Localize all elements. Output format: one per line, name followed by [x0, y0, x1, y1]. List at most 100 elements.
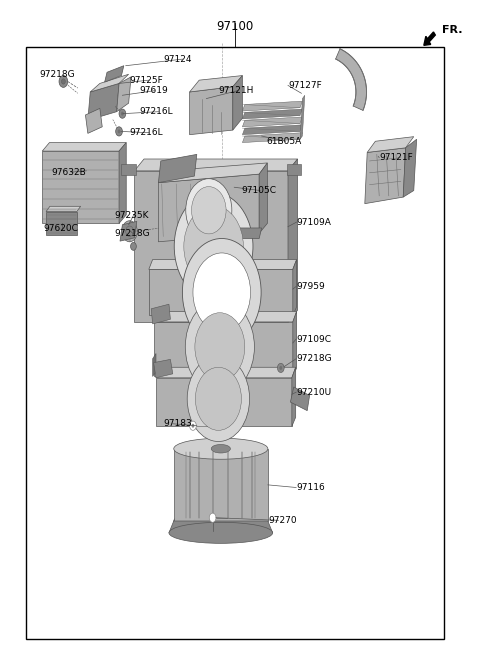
Polygon shape	[154, 311, 297, 322]
Circle shape	[190, 421, 196, 430]
Text: 97183: 97183	[163, 419, 192, 428]
Circle shape	[186, 179, 232, 242]
Ellipse shape	[174, 510, 268, 532]
Polygon shape	[300, 95, 305, 139]
Circle shape	[119, 109, 126, 118]
Polygon shape	[293, 260, 297, 315]
Text: 97100: 97100	[216, 20, 254, 33]
Polygon shape	[259, 163, 267, 233]
Polygon shape	[42, 143, 126, 151]
Bar	[26, 47, 444, 639]
Polygon shape	[190, 87, 233, 135]
Text: 97124: 97124	[163, 55, 192, 64]
Polygon shape	[156, 378, 292, 426]
Ellipse shape	[169, 522, 273, 543]
Polygon shape	[242, 125, 302, 135]
FancyArrow shape	[424, 32, 435, 45]
Polygon shape	[88, 83, 119, 120]
Polygon shape	[149, 260, 297, 269]
Polygon shape	[287, 164, 301, 175]
Polygon shape	[187, 228, 262, 238]
Circle shape	[116, 127, 122, 136]
Text: 97218G: 97218G	[39, 70, 75, 79]
Circle shape	[192, 424, 194, 428]
Circle shape	[184, 206, 243, 287]
Polygon shape	[242, 117, 302, 127]
Polygon shape	[134, 171, 288, 322]
Polygon shape	[365, 148, 406, 204]
Text: 97619: 97619	[139, 86, 168, 95]
Polygon shape	[367, 137, 414, 152]
Polygon shape	[290, 387, 310, 411]
Polygon shape	[121, 164, 136, 175]
Circle shape	[277, 363, 284, 373]
Polygon shape	[293, 311, 297, 376]
Text: FR.: FR.	[442, 24, 462, 35]
Text: 97218G: 97218G	[114, 229, 150, 238]
Polygon shape	[119, 143, 126, 223]
Polygon shape	[120, 221, 137, 241]
Polygon shape	[46, 212, 77, 235]
Polygon shape	[288, 159, 298, 322]
Circle shape	[209, 513, 216, 522]
Polygon shape	[158, 154, 197, 183]
Circle shape	[131, 242, 136, 250]
Text: 97210U: 97210U	[296, 388, 331, 397]
Polygon shape	[46, 206, 81, 212]
Text: 61B05A: 61B05A	[266, 137, 301, 146]
Circle shape	[182, 238, 261, 346]
Polygon shape	[85, 108, 102, 133]
Ellipse shape	[211, 444, 230, 453]
Text: 97218G: 97218G	[296, 354, 332, 363]
Text: 97216L: 97216L	[130, 128, 163, 137]
Circle shape	[187, 356, 250, 442]
Polygon shape	[105, 66, 124, 82]
Polygon shape	[153, 353, 156, 376]
Polygon shape	[336, 49, 367, 110]
Text: 97116: 97116	[296, 483, 325, 492]
Text: 97121H: 97121H	[218, 86, 254, 95]
Text: 97235K: 97235K	[114, 211, 149, 220]
Text: 97632B: 97632B	[52, 168, 86, 177]
Text: 97620C: 97620C	[43, 224, 78, 233]
Polygon shape	[42, 151, 119, 223]
Circle shape	[193, 253, 251, 332]
Polygon shape	[90, 74, 129, 92]
Polygon shape	[117, 77, 131, 112]
Polygon shape	[154, 322, 293, 376]
Circle shape	[121, 112, 124, 116]
Circle shape	[195, 367, 241, 430]
Polygon shape	[242, 101, 302, 111]
Polygon shape	[190, 76, 242, 92]
Circle shape	[195, 313, 245, 381]
Polygon shape	[233, 76, 242, 130]
Polygon shape	[151, 304, 170, 324]
Polygon shape	[242, 109, 302, 119]
Circle shape	[126, 226, 133, 237]
Polygon shape	[292, 367, 296, 426]
Circle shape	[279, 366, 282, 370]
Circle shape	[185, 300, 254, 394]
Circle shape	[122, 221, 137, 242]
Polygon shape	[134, 159, 298, 171]
Circle shape	[59, 76, 68, 87]
Circle shape	[118, 129, 120, 133]
Polygon shape	[156, 367, 296, 378]
Circle shape	[192, 187, 226, 234]
Text: 97959: 97959	[296, 282, 325, 291]
Text: 97270: 97270	[269, 516, 298, 525]
Text: 97125F: 97125F	[130, 76, 163, 85]
Polygon shape	[242, 133, 302, 143]
Polygon shape	[403, 139, 417, 197]
Text: 97127F: 97127F	[288, 81, 322, 90]
Polygon shape	[169, 521, 273, 533]
Text: 97105C: 97105C	[241, 186, 276, 195]
Text: 97121F: 97121F	[379, 153, 413, 162]
Text: 97109A: 97109A	[297, 217, 332, 227]
Ellipse shape	[174, 438, 268, 459]
Polygon shape	[174, 449, 268, 521]
Text: 97109C: 97109C	[296, 334, 331, 344]
Polygon shape	[158, 163, 267, 183]
Polygon shape	[158, 174, 259, 242]
Text: 97216L: 97216L	[139, 107, 173, 116]
